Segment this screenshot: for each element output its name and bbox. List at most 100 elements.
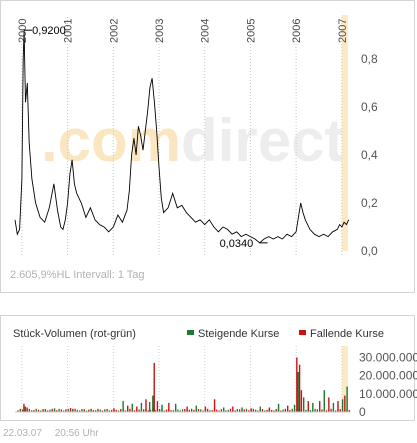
volume-bar xyxy=(309,409,312,412)
volume-bar xyxy=(49,409,51,412)
volume-bar xyxy=(143,409,145,412)
volume-bar xyxy=(191,408,193,412)
price-chart-status: 2.605,9%HL Intervall: 1 Tag xyxy=(10,269,145,281)
volume-bar xyxy=(148,402,151,412)
volume-bar xyxy=(209,410,211,412)
volume-bar xyxy=(245,408,248,412)
volume-bar xyxy=(120,408,122,412)
volume-bar xyxy=(204,406,207,412)
volume-bar xyxy=(223,407,225,412)
volume-bar xyxy=(266,409,268,412)
volume-bar xyxy=(257,410,259,412)
volume-bar xyxy=(298,364,301,412)
volume-bar xyxy=(282,409,284,412)
volume-bar xyxy=(259,406,261,412)
volume-bar xyxy=(56,410,58,412)
volume-bar xyxy=(307,401,309,412)
y-tick-label: 10.000.000 xyxy=(359,387,417,401)
volume-bar xyxy=(131,403,133,412)
price-series-line xyxy=(14,30,350,244)
volume-bar xyxy=(197,408,200,412)
volume-bar xyxy=(232,406,234,412)
volume-bar xyxy=(83,409,85,412)
volume-bar xyxy=(186,406,188,412)
volume-bar xyxy=(92,410,95,412)
volume-bar xyxy=(104,409,106,412)
volume-bar xyxy=(218,410,220,412)
volume-bar xyxy=(60,409,63,412)
volume-bar xyxy=(271,409,273,412)
legend-swatch xyxy=(187,330,194,335)
volume-bar xyxy=(26,407,28,412)
volume-bar xyxy=(300,390,303,412)
volume-bar xyxy=(293,404,296,412)
volume-chart-title: Stück-Volumen (rot-grün) xyxy=(13,328,136,340)
volume-bar xyxy=(319,401,321,412)
volume-bar xyxy=(115,409,117,412)
volume-bar xyxy=(63,410,65,412)
y-tick-label: 20.000.000 xyxy=(359,369,417,383)
volume-bar xyxy=(239,409,241,412)
year-label: 2004 xyxy=(200,19,212,43)
volume-bar xyxy=(88,409,90,412)
volume-bar xyxy=(181,409,184,412)
volume-bar xyxy=(328,397,330,412)
legend-label: Steigende Kurse xyxy=(198,328,279,340)
watermark-com: com xyxy=(58,107,181,174)
volume-bar xyxy=(99,409,101,412)
volume-bar xyxy=(344,395,346,412)
volume-bar xyxy=(177,409,179,412)
volume-bar xyxy=(117,410,120,412)
volume-bar xyxy=(122,401,124,412)
volume-bar xyxy=(348,410,351,412)
volume-bar xyxy=(289,410,291,412)
volume-bar xyxy=(163,410,165,412)
volume-bar xyxy=(111,409,113,412)
year-label: 2000 xyxy=(17,19,29,43)
volume-bar xyxy=(129,408,131,412)
volume-bar xyxy=(335,410,337,412)
volume-bar xyxy=(255,409,257,412)
volume-bar xyxy=(250,408,252,412)
year-label: 2002 xyxy=(108,19,120,43)
volume-bar xyxy=(28,408,31,412)
volume-bar xyxy=(47,410,49,412)
volume-bar xyxy=(193,409,195,412)
volume-bar xyxy=(33,409,35,412)
footer-time: 20:56 Uhr xyxy=(54,428,99,439)
volume-chart: Stück-Volumen (rot-grün) Steigende Kurse F… xyxy=(13,328,417,419)
volume-bar xyxy=(202,410,204,412)
volume-bar xyxy=(24,406,26,412)
volume-bar xyxy=(37,409,40,412)
volume-bar xyxy=(147,410,149,412)
volume-bar xyxy=(53,408,56,412)
volume-bar xyxy=(97,408,99,412)
current-period-highlight xyxy=(341,15,348,251)
volume-bar xyxy=(42,409,44,412)
volume-bar xyxy=(108,410,111,412)
volume-bar xyxy=(145,399,147,412)
legend-label: Fallende Kurse xyxy=(310,328,384,340)
volume-bar xyxy=(168,402,170,412)
volume-bar xyxy=(248,410,250,412)
year-label: 2006 xyxy=(291,19,303,43)
volume-bar xyxy=(172,410,175,412)
volume-bar xyxy=(90,409,92,412)
volume-bar xyxy=(227,409,229,412)
watermark-dot: . xyxy=(41,107,58,174)
volume-bar xyxy=(165,409,168,412)
volume-bar xyxy=(31,410,33,412)
year-label: 2003 xyxy=(154,19,166,43)
footer-timestamp: 22.03.07 20:56 Uhr xyxy=(3,428,109,439)
volume-bar xyxy=(216,409,218,412)
volume-bar xyxy=(44,409,47,412)
volume-bar xyxy=(241,407,243,412)
volume-bar xyxy=(225,410,227,412)
volume-bar xyxy=(35,408,37,412)
volume-bar xyxy=(220,409,223,412)
volume-bar xyxy=(287,405,289,412)
volume-bar xyxy=(138,409,140,412)
volume-bar xyxy=(95,410,97,412)
volume-bar xyxy=(161,404,163,412)
year-label: 2007 xyxy=(337,19,349,43)
